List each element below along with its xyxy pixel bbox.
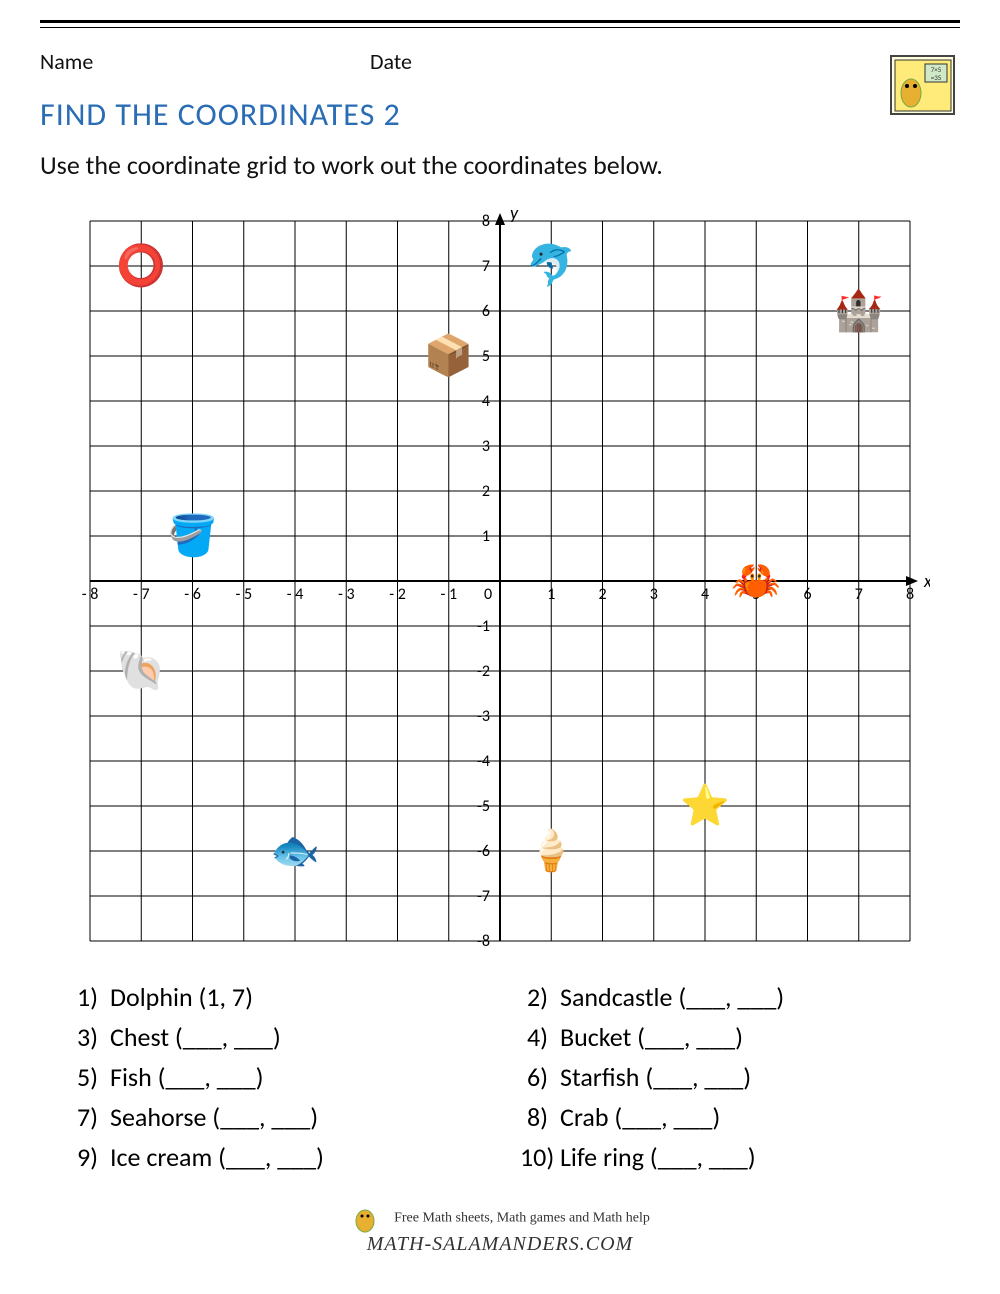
svg-text:-5: -5 (477, 797, 490, 816)
svg-text:4: 4 (701, 585, 709, 604)
svg-text:-4: -4 (477, 752, 490, 771)
svg-text:=35: =35 (930, 73, 941, 82)
question-text: Bucket (___, ___) (560, 1021, 743, 1053)
question-text: Starfish (___, ___) (560, 1061, 751, 1093)
brand-logo: 7×5 =35 (890, 55, 955, 115)
question-text: Life ring (___, ___) (560, 1141, 756, 1173)
svg-text:- 8: - 8 (82, 585, 99, 604)
question-text: Crab (___, ___) (560, 1101, 720, 1133)
dolphin-icon: 🐬 (526, 246, 576, 286)
question-list: 1)Dolphin (1, 7) 2)Sandcastle (___, ___) 3… (70, 981, 930, 1173)
question-text: Dolphin (1, 7) (110, 981, 253, 1013)
question-item: 9)Ice cream (___, ___) (70, 1141, 480, 1173)
svg-text:3: 3 (482, 437, 490, 456)
crab-icon: 🦀 (731, 561, 781, 601)
coordinate-grid: x y - 8 - 7 - 6 - 5 - 4 - 3 - 2 - 1 0 1 2 3 4 5 6 7 8 -8 -7 -… (70, 201, 930, 961)
lifering-icon: ⭕ (116, 246, 166, 286)
svg-text:- 3: - 3 (338, 585, 355, 604)
svg-text:2: 2 (598, 585, 606, 604)
worksheet-title: FIND THE COORDINATES 2 (40, 95, 960, 134)
header-row: Name Date (40, 48, 960, 75)
svg-text:- 4: - 4 (287, 585, 304, 604)
question-text: Fish (___, ___) (110, 1061, 263, 1093)
svg-text:- 2: - 2 (389, 585, 406, 604)
svg-text:-3: -3 (477, 707, 490, 726)
svg-text:5: 5 (482, 347, 490, 366)
svg-text:1: 1 (482, 527, 490, 546)
question-number: 8) (520, 1101, 560, 1133)
footer-tagline: Free Math sheets, Math games and Math he… (394, 1211, 650, 1226)
question-text: Chest (___, ___) (110, 1021, 281, 1053)
svg-text:0: 0 (484, 585, 492, 604)
svg-text:8: 8 (906, 585, 914, 604)
question-number: 1) (70, 981, 110, 1013)
svg-text:-2: -2 (477, 662, 490, 681)
svg-text:-8: -8 (477, 932, 490, 951)
question-text: Sandcastle (___, ___) (560, 981, 784, 1013)
svg-text:8: 8 (482, 212, 490, 231)
svg-text:x: x (923, 570, 930, 592)
svg-text:-1: -1 (477, 617, 490, 636)
question-number: 4) (520, 1021, 560, 1053)
question-item: 1)Dolphin (1, 7) (70, 981, 480, 1013)
question-text: Seahorse (___, ___) (110, 1101, 318, 1133)
footer-site: MATH-SALAMANDERS.COM (40, 1233, 960, 1256)
seahorse-icon: 🐚 (116, 651, 166, 691)
question-number: 6) (520, 1061, 560, 1093)
svg-text:- 7: - 7 (133, 585, 150, 604)
instructions: Use the coordinate grid to work out the … (40, 149, 960, 181)
sandcastle-icon: 🏰 (834, 291, 884, 331)
question-number: 2) (520, 981, 560, 1013)
question-item: 2)Sandcastle (___, ___) (520, 981, 930, 1013)
svg-text:- 1: - 1 (440, 585, 457, 604)
svg-text:7: 7 (482, 257, 490, 276)
question-item: 10)Life ring (___, ___) (520, 1141, 930, 1173)
svg-text:3: 3 (650, 585, 658, 604)
question-number: 9) (70, 1141, 110, 1173)
question-number: 7) (70, 1101, 110, 1133)
chest-icon: 📦 (424, 336, 474, 376)
svg-text:1: 1 (547, 585, 555, 604)
question-item: 7)Seahorse (___, ___) (70, 1101, 480, 1133)
starfish-icon: ⭐ (680, 786, 730, 826)
icecream-icon: 🍦 (526, 831, 576, 871)
svg-text:-7: -7 (477, 887, 490, 906)
question-item: 8)Crab (___, ___) (520, 1101, 930, 1133)
svg-text:y: y (510, 202, 519, 224)
question-text: Ice cream (___, ___) (110, 1141, 324, 1173)
question-item: 4)Bucket (___, ___) (520, 1021, 930, 1053)
date-label: Date (370, 48, 570, 75)
question-item: 3)Chest (___, ___) (70, 1021, 480, 1053)
svg-text:7: 7 (855, 585, 863, 604)
svg-text:2: 2 (482, 482, 490, 501)
svg-text:- 6: - 6 (184, 585, 201, 604)
svg-text:- 5: - 5 (235, 585, 252, 604)
svg-text:6: 6 (482, 302, 490, 321)
question-item: 5)Fish (___, ___) (70, 1061, 480, 1093)
bucket-icon: 🪣 (168, 516, 218, 556)
svg-text:-6: -6 (477, 842, 490, 861)
question-number: 10) (520, 1141, 560, 1173)
question-item: 6)Starfish (___, ___) (520, 1061, 930, 1093)
fish-icon: 🐟 (270, 831, 320, 871)
footer: Free Math sheets, Math games and Math he… (40, 1203, 960, 1256)
svg-text:6: 6 (803, 585, 811, 604)
name-label: Name (40, 48, 370, 75)
question-number: 3) (70, 1021, 110, 1053)
question-number: 5) (70, 1061, 110, 1093)
svg-text:4: 4 (482, 392, 490, 411)
